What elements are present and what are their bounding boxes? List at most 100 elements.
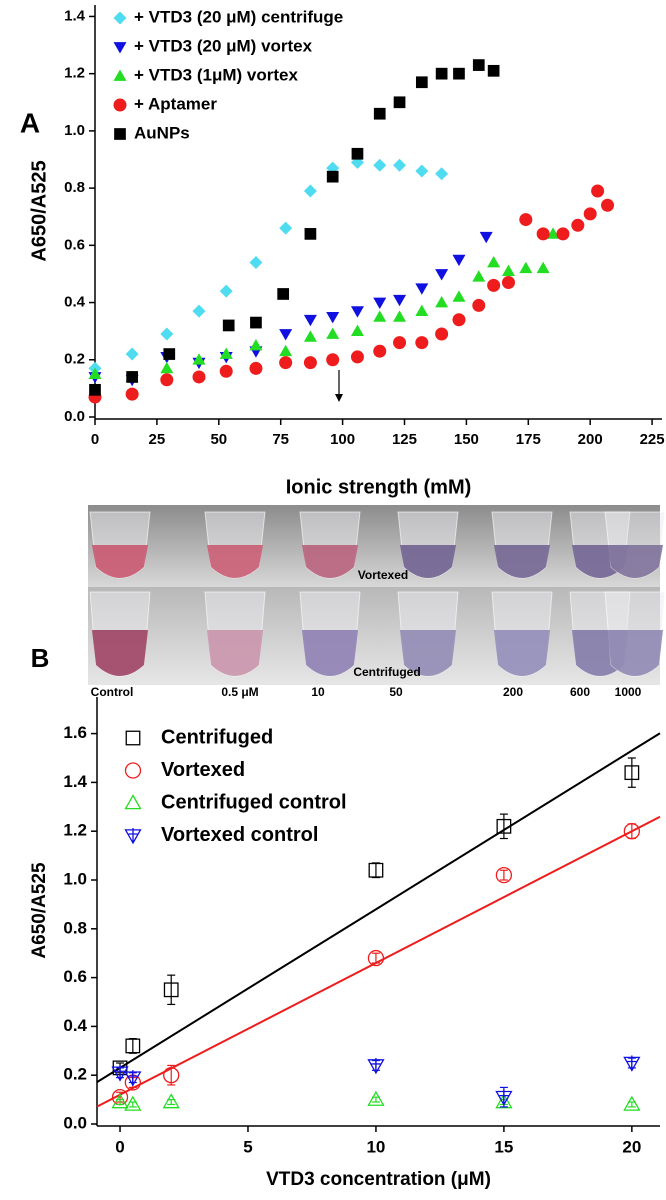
point: [556, 227, 570, 241]
legend-label: + Aptamer: [134, 94, 217, 113]
x-tick-label: 25: [149, 431, 166, 448]
point: [219, 284, 233, 298]
point: [367, 1090, 385, 1106]
point: [303, 184, 317, 198]
point: [326, 170, 339, 183]
point: [303, 356, 317, 370]
legend-marker: [125, 730, 141, 746]
legend-label: Vortexed: [161, 759, 245, 781]
point: [304, 228, 317, 240]
x-tick-label: 150: [454, 431, 479, 448]
y-tick-label: 0.2: [63, 1065, 87, 1084]
y-tick-label: 1.2: [64, 65, 85, 82]
y-tick-label: 0.0: [64, 408, 85, 425]
legend-label: Centrifuged control: [161, 791, 347, 813]
point: [415, 283, 429, 295]
x-tick-label: 15: [494, 1137, 513, 1156]
point: [303, 314, 317, 327]
point: [487, 64, 500, 77]
x-tick-label: 10: [366, 1137, 385, 1156]
y-tick-label: 1.2: [63, 821, 87, 840]
point: [536, 261, 550, 274]
point: [479, 231, 493, 244]
point: [393, 294, 407, 307]
point: [249, 361, 263, 375]
point: [368, 862, 384, 878]
point: [219, 347, 233, 359]
photo-label: Control: [91, 685, 134, 699]
photo-label: 0.5 μM: [221, 685, 258, 699]
point: [367, 949, 385, 967]
photo-row: [88, 587, 660, 685]
x-axis-title: Ionic strength (mM): [286, 476, 472, 498]
point: [219, 364, 233, 378]
tube-liquid: [92, 630, 148, 676]
point: [279, 344, 293, 357]
tube-liquid: [494, 545, 550, 578]
point: [192, 370, 206, 384]
point: [435, 269, 449, 281]
point: [583, 207, 597, 221]
y-tick-label: 1.4: [63, 772, 87, 791]
point: [501, 276, 515, 290]
point: [124, 1095, 142, 1111]
legend-marker: [113, 42, 127, 54]
point: [249, 338, 263, 351]
point: [536, 227, 550, 241]
point: [415, 304, 429, 317]
point: [125, 347, 139, 361]
point: [89, 383, 101, 396]
y-tick-label: 0.0: [63, 1113, 87, 1132]
x-tick-label: 0: [91, 431, 99, 448]
point: [222, 319, 235, 332]
point: [393, 96, 406, 109]
legend-marker: [113, 98, 127, 112]
point: [125, 1038, 141, 1054]
error-bar: [499, 869, 508, 881]
legend-marker: [124, 794, 142, 810]
point: [393, 158, 407, 172]
point: [495, 866, 513, 884]
point: [472, 59, 485, 71]
point: [163, 982, 179, 998]
error-bar: [167, 974, 176, 1006]
point: [546, 227, 560, 239]
tube-liquid: [302, 630, 358, 676]
error-bar: [371, 862, 380, 879]
point: [623, 1055, 641, 1072]
x-tick-label: 200: [578, 431, 603, 448]
point: [519, 213, 533, 227]
legend-label: + VTD3 (20 μM) vortex: [134, 36, 313, 55]
y-tick-label: 0.8: [63, 918, 87, 937]
point: [373, 310, 387, 322]
point: [326, 327, 340, 339]
point: [111, 1065, 129, 1082]
point: [160, 373, 174, 387]
error-bar: [627, 757, 636, 788]
point: [487, 278, 501, 292]
point: [350, 324, 364, 337]
tube-liquid: [207, 630, 263, 676]
tubes: [89, 511, 666, 677]
point: [373, 297, 387, 310]
point: [160, 327, 174, 341]
legend-marker: [124, 762, 142, 779]
x-tick-label: 5: [243, 1137, 252, 1156]
point: [250, 316, 262, 329]
x-tick-label: 175: [516, 431, 541, 448]
legend-marker: [114, 128, 126, 140]
point: [415, 164, 429, 178]
legend-label: Vortexed control: [161, 824, 318, 846]
point: [415, 76, 428, 89]
legend-label: Centrifuged: [161, 726, 273, 748]
point: [623, 1095, 641, 1111]
panel-label: B: [31, 643, 50, 673]
tube-liquid: [494, 630, 550, 676]
legend-label: + VTD3 (1μM) vortex: [134, 65, 298, 84]
point: [350, 350, 364, 364]
point: [393, 336, 407, 350]
legend-marker: [113, 69, 127, 81]
photo-label: 50: [389, 685, 403, 699]
y-tick-label: 1.0: [63, 869, 87, 888]
